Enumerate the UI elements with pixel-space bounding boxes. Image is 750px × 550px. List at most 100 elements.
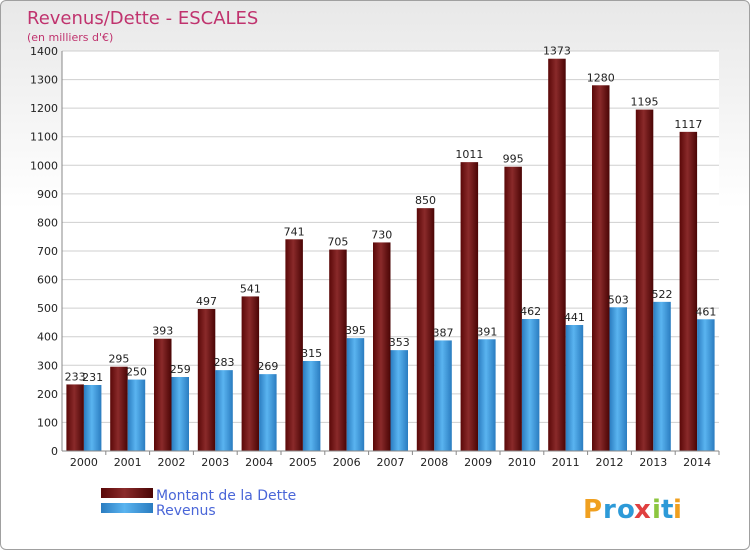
chart-subtitle: (en milliers d'€)	[27, 31, 113, 44]
bar-revenus	[346, 338, 365, 451]
bar-debt	[241, 296, 260, 451]
y-tick-label: 1200	[30, 102, 58, 115]
bar-debt	[110, 366, 128, 451]
bar-debt	[460, 162, 479, 451]
value-label-debt: 1373	[543, 45, 571, 58]
value-label-revenus: 441	[564, 311, 585, 324]
value-label-revenus: 461	[695, 305, 716, 318]
legend-label-revenus: Revenus	[156, 503, 216, 519]
value-label-revenus: 315	[301, 347, 322, 360]
logo-letter: P	[583, 495, 602, 525]
bar-revenus	[521, 319, 540, 451]
x-tick-label: 2013	[639, 456, 667, 469]
x-tick-label: 2002	[158, 456, 186, 469]
bar-debt	[197, 309, 216, 451]
x-tick-label: 2010	[508, 456, 536, 469]
x-tick-label: 2003	[201, 456, 229, 469]
value-label-revenus: 283	[214, 356, 235, 369]
logo-letter: x	[634, 495, 651, 525]
bar-debt	[592, 85, 610, 452]
bar-revenus	[697, 319, 715, 451]
chart-title: Revenus/Dette - ESCALES	[27, 8, 258, 29]
value-label-revenus: 395	[345, 324, 366, 337]
y-tick-label: 1000	[30, 159, 58, 172]
y-tick-label: 900	[37, 188, 58, 201]
x-tick-label: 2006	[333, 456, 361, 469]
bar-revenus	[171, 377, 189, 451]
logo-letter: i	[652, 495, 661, 525]
y-tick-label: 1100	[30, 131, 58, 144]
y-axis: 0 100 200 300 400 500 600 700 800 900 1000 1100 1200…	[30, 45, 63, 458]
y-tick-label: 700	[37, 245, 58, 258]
value-label-revenus: 259	[170, 363, 191, 376]
bar-debt	[285, 239, 303, 451]
bar-debt	[329, 249, 347, 451]
x-tick-label: 2011	[552, 456, 580, 469]
y-tick-label: 200	[37, 388, 58, 401]
x-tick-label: 2004	[245, 456, 273, 469]
y-tick-label: 600	[37, 274, 58, 287]
bar-debt	[679, 131, 698, 451]
x-tick-label: 2008	[420, 456, 448, 469]
value-label-debt: 705	[327, 236, 348, 249]
logo-letter: r	[603, 495, 616, 525]
x-tick-label: 2001	[114, 456, 142, 469]
y-tick-label: 800	[37, 216, 58, 229]
value-label-revenus: 250	[126, 366, 147, 379]
value-label-revenus: 391	[476, 325, 497, 338]
value-label-revenus: 353	[389, 336, 410, 349]
legend-swatch-debt	[101, 488, 153, 498]
x-tick-label: 2000	[70, 456, 98, 469]
x-tick-label: 2007	[377, 456, 405, 469]
value-label-debt: 1195	[631, 96, 659, 109]
value-label-debt: 1280	[587, 71, 615, 84]
legend-swatch-revenus	[101, 503, 153, 513]
bar-debt	[548, 58, 566, 451]
bar-revenus	[478, 339, 496, 451]
bar-debt	[154, 338, 172, 451]
bar-debt	[635, 109, 654, 452]
bar-revenus	[215, 370, 233, 451]
y-tick-label: 500	[37, 302, 58, 315]
value-label-debt: 741	[284, 225, 305, 238]
value-label-revenus: 269	[257, 360, 278, 373]
value-label-debt: 730	[371, 228, 392, 241]
value-label-debt: 497	[196, 295, 217, 308]
bar-revenus	[259, 374, 277, 451]
x-tick-label: 2009	[464, 456, 492, 469]
x-tick-label: 2012	[596, 456, 624, 469]
value-label-debt: 541	[240, 282, 261, 295]
x-axis: 2000 2001 2002 2003 2004 2005 2006 2007 2008 2009…	[62, 450, 720, 469]
legend-label-debt: Montant de la Dette	[156, 488, 296, 504]
bar-debt	[416, 208, 435, 451]
bar-debt	[373, 242, 391, 451]
x-tick-label: 2005	[289, 456, 317, 469]
bar-debt	[504, 166, 522, 451]
value-label-revenus: 462	[520, 305, 541, 318]
legend: Montant de la Dette Revenus	[101, 488, 296, 519]
value-label-debt: 393	[152, 325, 173, 338]
bar-revenus	[302, 361, 321, 451]
logo-letter: i	[673, 495, 682, 525]
bar-revenus	[609, 307, 627, 451]
logo-letter: t	[661, 495, 673, 525]
y-tick-label: 100	[37, 416, 58, 429]
y-tick-label: 400	[37, 331, 58, 344]
bar-revenus	[565, 325, 584, 451]
y-tick-label: 0	[51, 445, 58, 458]
value-label-debt: 1011	[455, 148, 483, 161]
value-label-debt: 233	[65, 370, 86, 383]
y-tick-label: 1400	[30, 45, 58, 58]
value-label-revenus: 503	[608, 293, 629, 306]
value-label-debt: 1117	[674, 118, 702, 131]
logo-letter: o	[617, 495, 635, 525]
value-label-revenus: 231	[82, 371, 103, 384]
bar-revenus	[653, 301, 671, 451]
value-label-debt: 995	[503, 153, 524, 166]
bar-revenus	[434, 340, 452, 451]
value-label-revenus: 387	[433, 326, 454, 339]
y-tick-label: 300	[37, 359, 58, 372]
